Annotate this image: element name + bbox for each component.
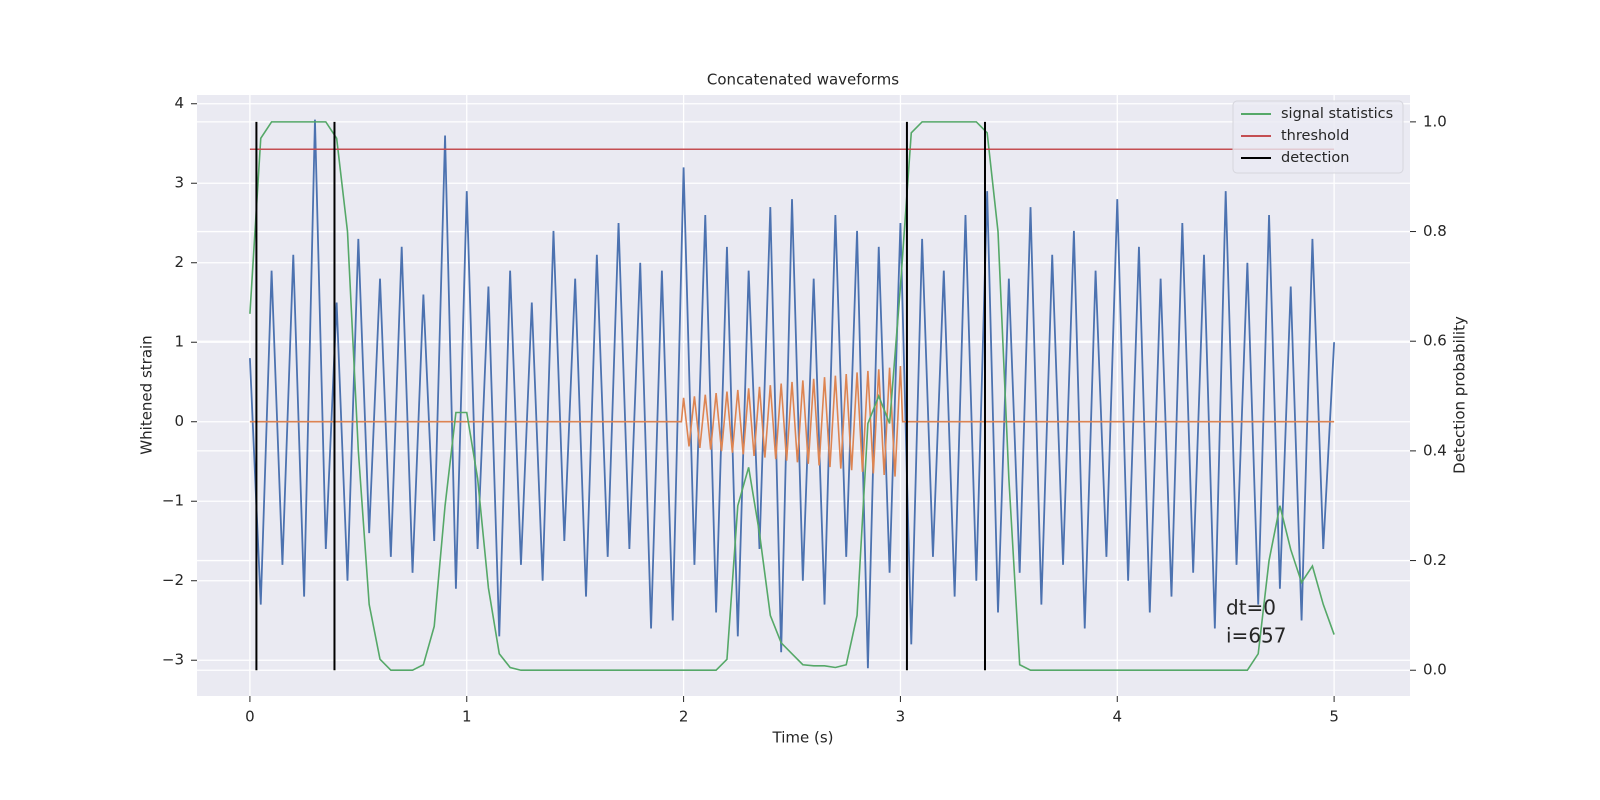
x-tick-label: 5 xyxy=(1329,708,1339,726)
plot-area xyxy=(249,119,1336,672)
y2-axis-label: Detection probability xyxy=(1451,316,1469,474)
signal-line xyxy=(249,121,1335,672)
x-tick-label: 1 xyxy=(462,708,472,726)
y2-tick-label: 0.0 xyxy=(1423,661,1447,679)
y-tick-label: −1 xyxy=(162,492,184,510)
y2-tick-label: 1.0 xyxy=(1423,112,1447,130)
x-tick-label: 3 xyxy=(896,708,906,726)
y-tick-label: −2 xyxy=(162,571,184,589)
x-axis-label: Time (s) xyxy=(772,729,834,747)
x-tick-label: 4 xyxy=(1112,708,1122,726)
y-tick-label: 4 xyxy=(174,94,184,112)
series-line xyxy=(249,119,1336,669)
legend-label: threshold xyxy=(1281,128,1349,144)
annotation: i=657 xyxy=(1226,624,1287,648)
legend-label: detection xyxy=(1281,150,1349,166)
y-tick-label: 1 xyxy=(174,333,184,351)
y2-tick-label: 0.8 xyxy=(1423,222,1447,240)
y-tick-label: 2 xyxy=(174,253,184,271)
legend-box xyxy=(1232,100,1404,174)
series-line xyxy=(249,366,1335,477)
y2-tick-label: 0.2 xyxy=(1423,551,1447,569)
y-axis-label: Whitened strain xyxy=(138,335,156,454)
x-tick-label: 2 xyxy=(679,708,689,726)
y-tick-label: 0 xyxy=(174,412,184,430)
y2-tick-label: 0.6 xyxy=(1423,332,1447,350)
y-tick-label: −3 xyxy=(162,651,184,669)
chart-title: Concatenated waveforms xyxy=(707,71,899,89)
legend-label: signal statistics xyxy=(1281,106,1393,122)
annotation: dt=0 xyxy=(1226,596,1276,620)
y-tick-label: 3 xyxy=(174,174,184,192)
y2-tick-label: 0.4 xyxy=(1423,441,1447,459)
x-tick-label: 0 xyxy=(245,708,255,726)
